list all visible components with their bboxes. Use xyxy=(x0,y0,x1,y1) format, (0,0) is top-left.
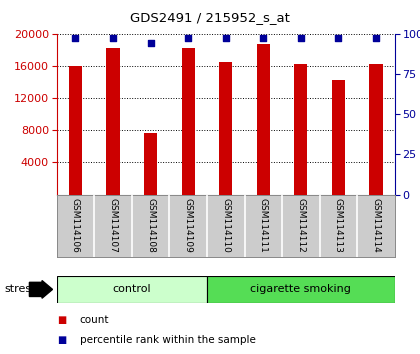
Text: percentile rank within the sample: percentile rank within the sample xyxy=(80,335,256,345)
Text: GSM114111: GSM114111 xyxy=(259,198,268,253)
Point xyxy=(147,40,154,46)
Text: GSM114106: GSM114106 xyxy=(71,198,80,253)
Text: GDS2491 / 215952_s_at: GDS2491 / 215952_s_at xyxy=(130,11,290,24)
Text: GSM114112: GSM114112 xyxy=(297,198,305,252)
Point xyxy=(335,36,342,41)
Text: GSM114110: GSM114110 xyxy=(221,198,230,253)
Text: ■: ■ xyxy=(57,335,66,345)
Point xyxy=(373,36,379,41)
Point xyxy=(297,36,304,41)
Point xyxy=(223,36,229,41)
Text: ■: ■ xyxy=(57,315,66,325)
Text: control: control xyxy=(113,284,151,295)
Bar xyxy=(107,48,120,195)
Point xyxy=(72,36,79,41)
Bar xyxy=(294,64,307,195)
Bar xyxy=(370,64,383,195)
Point xyxy=(110,36,116,41)
Text: GSM114107: GSM114107 xyxy=(108,198,118,253)
Point xyxy=(260,36,267,41)
Bar xyxy=(219,62,232,195)
Bar xyxy=(181,48,195,195)
Bar xyxy=(207,276,395,303)
Bar xyxy=(57,276,207,303)
Text: GSM114108: GSM114108 xyxy=(146,198,155,253)
Bar xyxy=(257,44,270,195)
Text: GSM114113: GSM114113 xyxy=(334,198,343,253)
Bar xyxy=(69,66,82,195)
Text: GSM114114: GSM114114 xyxy=(372,198,381,252)
Text: count: count xyxy=(80,315,109,325)
Bar xyxy=(332,80,345,195)
Point xyxy=(185,36,192,41)
Text: cigarette smoking: cigarette smoking xyxy=(250,284,351,295)
Text: stress: stress xyxy=(4,284,37,295)
Bar xyxy=(144,133,157,195)
Text: GSM114109: GSM114109 xyxy=(184,198,193,253)
